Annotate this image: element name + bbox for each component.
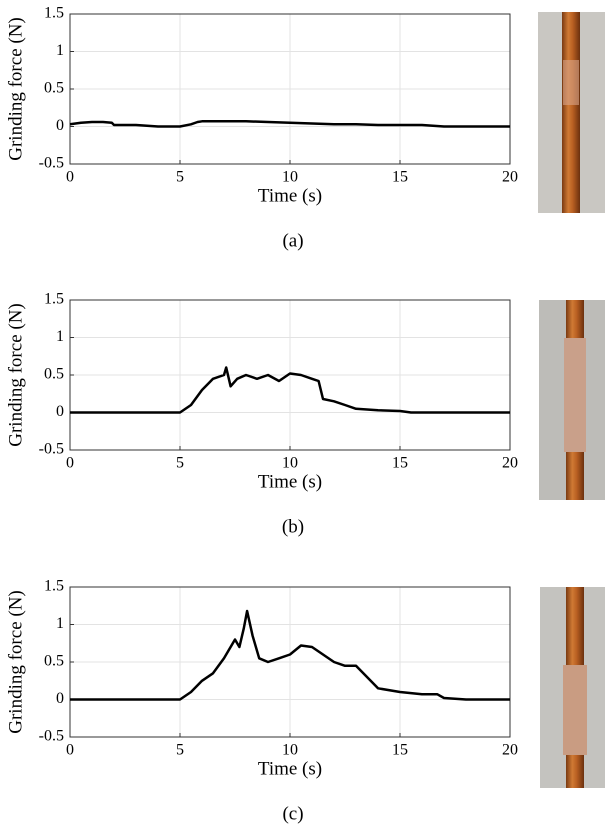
y-axis-label: Grinding force (N) [5,303,26,447]
y-tick-label: 1 [56,328,64,345]
y-axis-label: Grinding force (N) [5,17,26,161]
caption: (c) [282,803,303,824]
y-tick-label: 0 [56,403,64,420]
x-tick-label: 5 [176,169,184,186]
x-tick-label: 20 [502,455,518,472]
y-tick-label: 1.5 [44,291,64,308]
caption: (b) [282,516,304,537]
y-tick-label: -0.5 [39,441,64,458]
x-tick-label: 15 [392,742,408,759]
photo-b [539,300,605,500]
force-line [69,120,510,128]
y-tick-label: 1 [56,42,64,59]
caption: (a) [282,230,303,251]
y-tick-label: 0.5 [44,653,64,670]
x-tick-label: 20 [502,169,518,186]
x-tick-label: 15 [392,169,408,186]
x-tick-label: 20 [502,742,518,759]
x-axis-label: Time (s) [258,471,322,492]
x-tick-label: 5 [176,742,184,759]
x-tick-label: 10 [282,742,298,759]
x-tick-label: 0 [66,169,74,186]
force-line [70,609,510,701]
x-axis-label: Time (s) [258,758,322,779]
photo-c [540,587,605,788]
force-line [70,366,510,414]
x-tick-label: 0 [66,455,74,472]
plot-frame [69,299,511,451]
plot-frame [69,586,511,738]
y-tick-label: -0.5 [39,728,64,745]
x-tick-label: 5 [176,455,184,472]
y-tick-label: 1 [56,615,64,632]
y-tick-label: 0 [56,690,64,707]
y-tick-label: 1.5 [44,5,64,22]
y-tick-label: 0 [56,117,64,134]
y-tick-label: -0.5 [39,155,64,172]
y-tick-label: 1.5 [44,578,64,595]
y-axis-label: Grinding force (N) [5,590,26,734]
x-axis-label: Time (s) [258,185,322,206]
y-tick-label: 0.5 [44,80,64,97]
plot-frame [69,13,511,165]
x-tick-label: 0 [66,742,74,759]
x-tick-label: 15 [392,455,408,472]
x-tick-label: 10 [282,455,298,472]
x-tick-label: 10 [282,169,298,186]
y-tick-label: 0.5 [44,366,64,383]
photo-a [538,12,605,213]
